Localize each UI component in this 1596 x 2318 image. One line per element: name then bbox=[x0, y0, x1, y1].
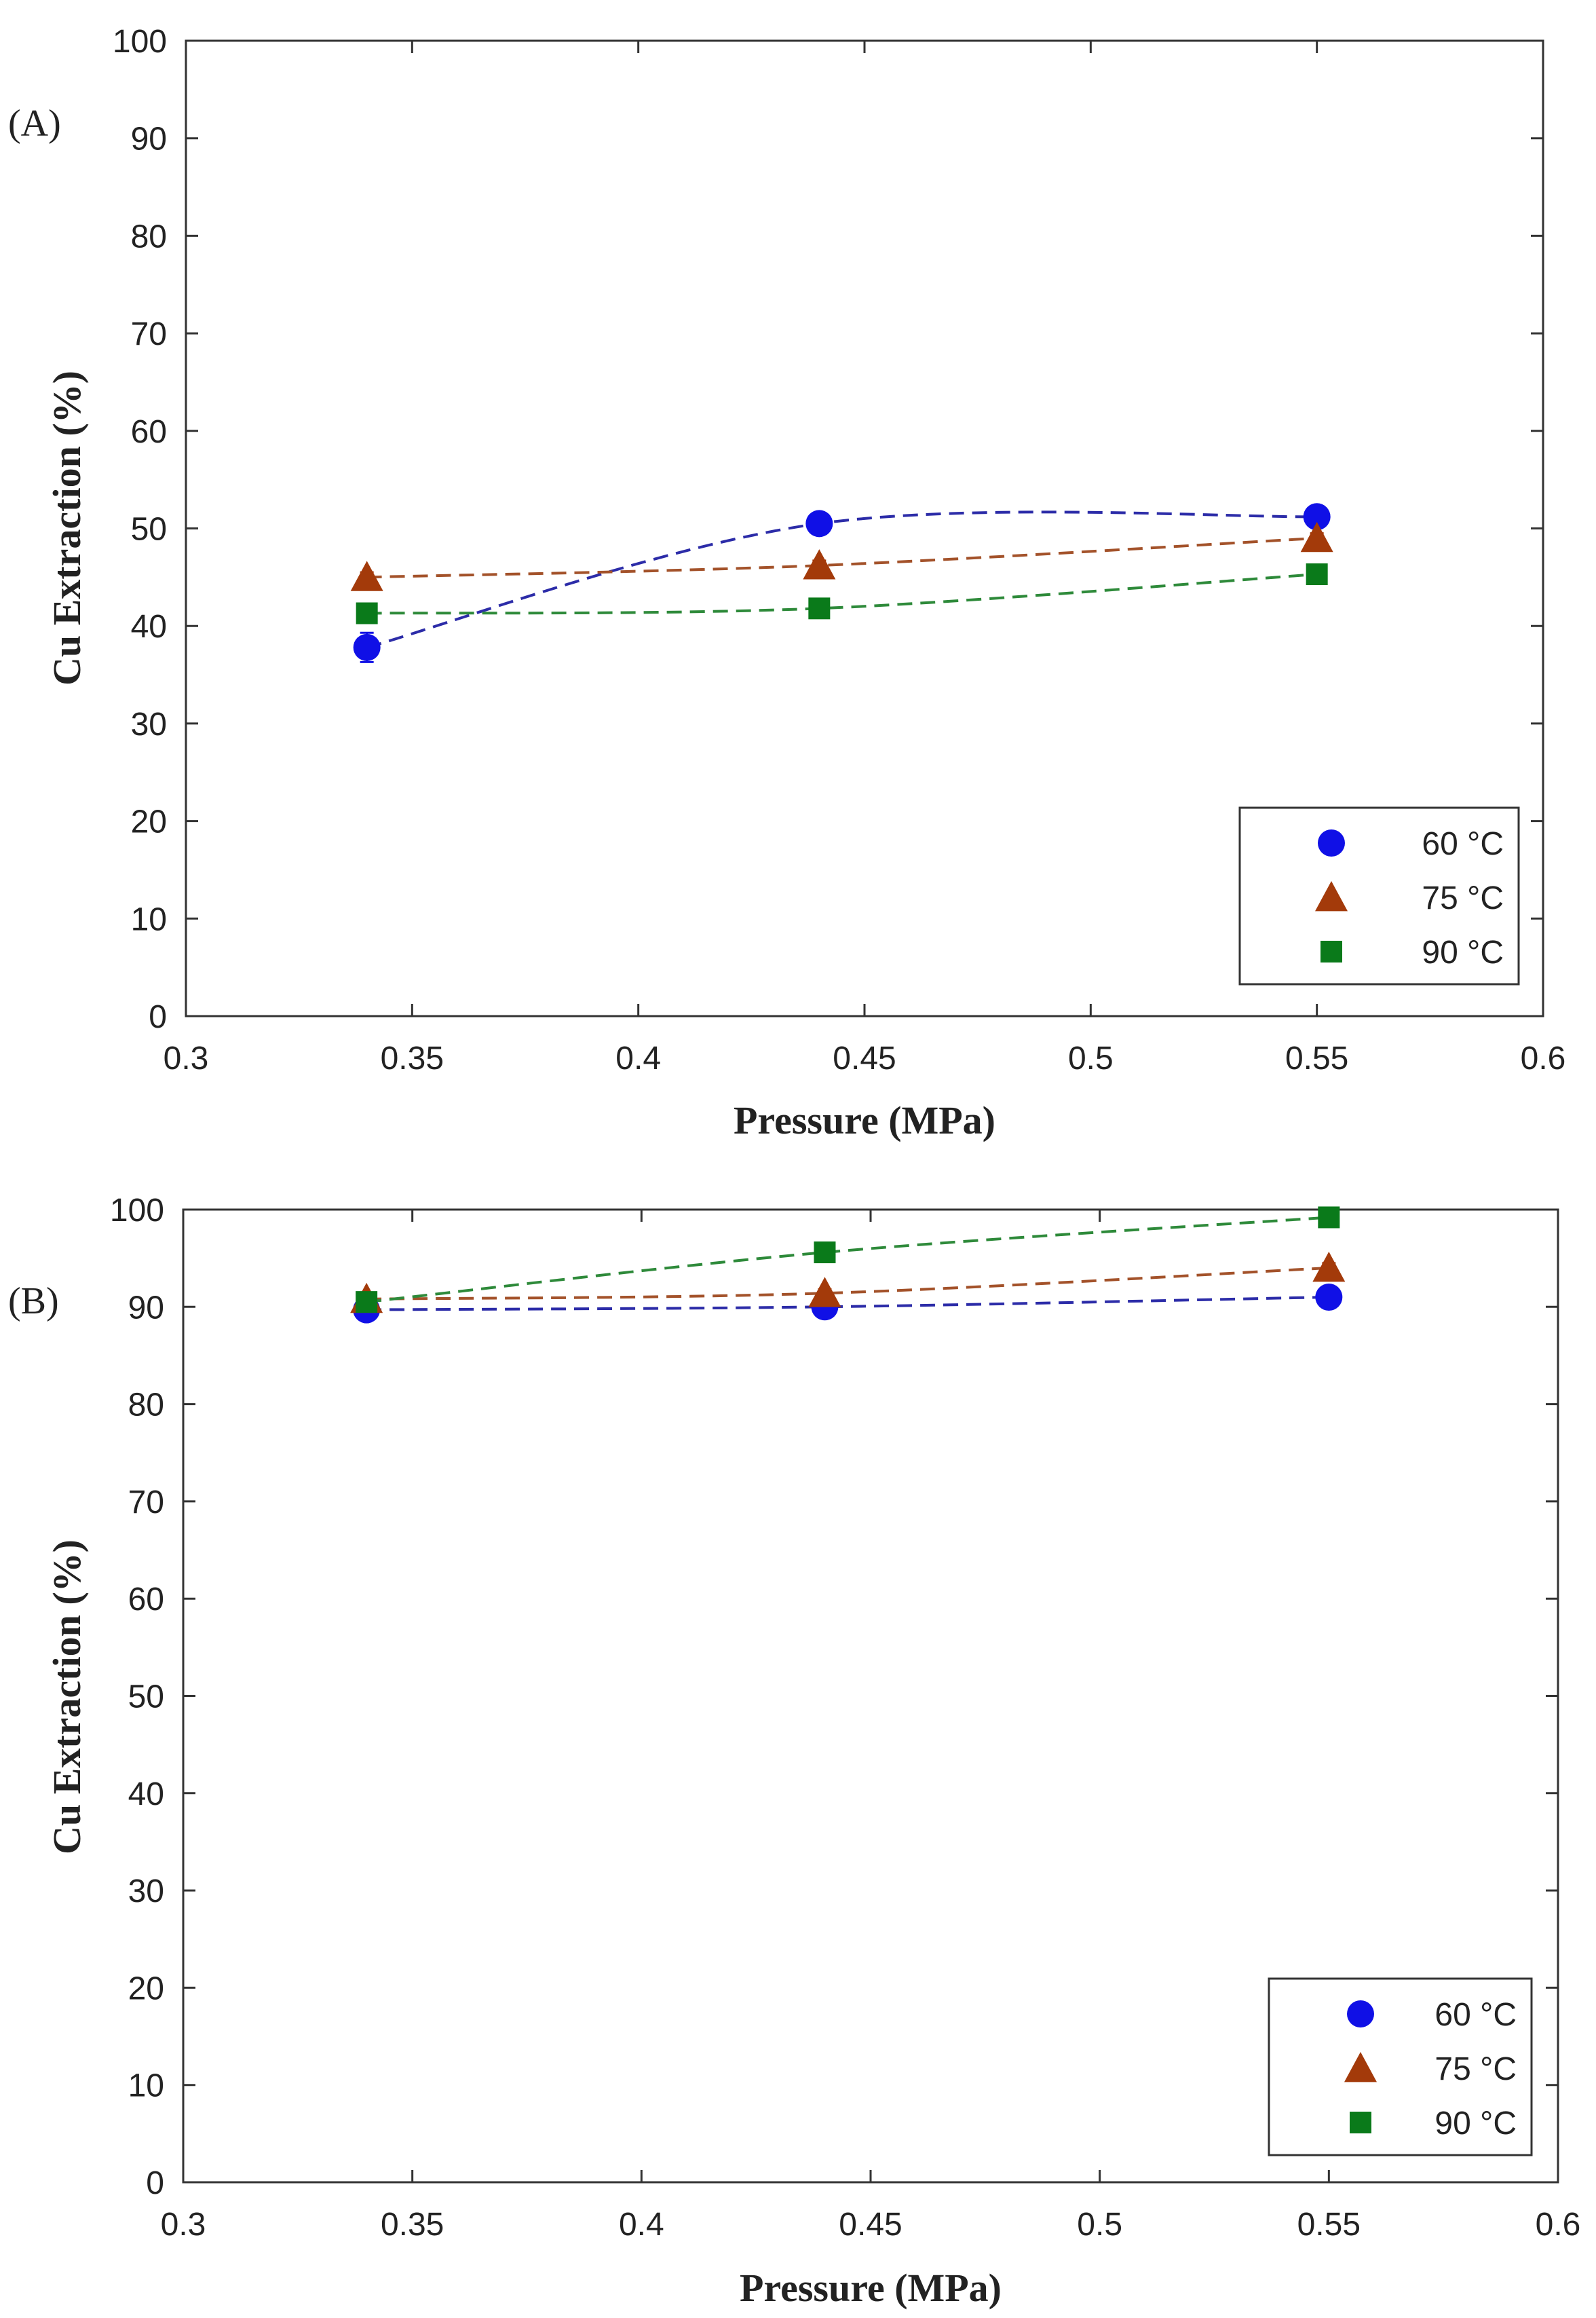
y-tick-label-a: 70 bbox=[131, 316, 167, 352]
x-tick-label-b: 0.55 bbox=[1297, 2207, 1361, 2243]
data-point-square-a bbox=[356, 602, 378, 624]
series-layer-b bbox=[350, 1206, 1346, 1324]
y-tick-label-b: 80 bbox=[128, 1387, 164, 1423]
x-tick-label-a: 0.5 bbox=[1068, 1041, 1114, 1077]
panel-b: (B) 0.3 0.35 0.4 0.45 0.5 0.55 0.6 0 10 20 30 40 50 6… bbox=[8, 1193, 1580, 2310]
y-tick-label-a: 20 bbox=[131, 804, 167, 840]
y-tick-label-a: 100 bbox=[113, 24, 167, 60]
y-tick-label-a: 50 bbox=[131, 512, 167, 548]
panel-a: (A) 0.3 0.35 0.4 0.45 0.5 0.55 0.6 0 10 20 30 40 50 6… bbox=[8, 24, 1565, 1142]
y-tick-label-a: 90 bbox=[131, 121, 167, 157]
x-tick-label-b: 0.45 bbox=[839, 2207, 902, 2243]
y-tick-label-b: 90 bbox=[128, 1290, 164, 1326]
y-tick-label-a: 80 bbox=[131, 219, 167, 255]
legend-marker-triangle-b bbox=[1344, 2052, 1377, 2082]
legend-entries-b: 60 °C 75 °C 90 °C bbox=[1344, 1997, 1517, 2142]
legend-marker-square-b bbox=[1350, 2112, 1371, 2133]
series-line-triangle-b bbox=[366, 1266, 1329, 1301]
y-tick-label-b: 50 bbox=[128, 1679, 164, 1715]
data-point-square-a bbox=[808, 597, 831, 620]
data-point-square-a bbox=[1306, 563, 1328, 586]
legend-label-square-a: 90 °C bbox=[1422, 935, 1504, 971]
panel-label-b: (B) bbox=[8, 1280, 59, 1322]
legend-b: 60 °C 75 °C 90 °C bbox=[1268, 1977, 1533, 2156]
legend-marker-circle-a bbox=[1318, 829, 1345, 857]
y-tick-label-a: 10 bbox=[131, 901, 167, 937]
x-axis-title-a: Pressure (MPa) bbox=[734, 1098, 995, 1142]
y-tick-label-b: 60 bbox=[128, 1582, 164, 1618]
series-layer-a bbox=[350, 503, 1333, 663]
x-tick-label-a: 0.35 bbox=[381, 1041, 444, 1077]
legend-label-square-b: 90 °C bbox=[1434, 2106, 1517, 2142]
x-tick-label-a: 0.3 bbox=[164, 1041, 209, 1077]
legend-label-triangle-b: 75 °C bbox=[1434, 2051, 1517, 2087]
data-point-triangle-a bbox=[1300, 521, 1333, 553]
legend-marker-triangle-a bbox=[1315, 881, 1348, 912]
y-tick-label-b: 0 bbox=[146, 2165, 164, 2201]
data-point-triangle-b bbox=[808, 1277, 841, 1307]
x-tick-label-a: 0.6 bbox=[1521, 1041, 1566, 1077]
legend-a: 60 °C 75 °C 90 °C bbox=[1238, 806, 1520, 986]
y-axis-title-b: Cu Extraction (%) bbox=[45, 1539, 89, 1854]
x-tick-label-b: 0.5 bbox=[1077, 2207, 1122, 2243]
x-tick-label-a: 0.45 bbox=[833, 1041, 896, 1077]
data-point-triangle-b bbox=[1312, 1251, 1346, 1282]
x-tick-label-b: 0.6 bbox=[1536, 2207, 1581, 2243]
legend-box-b bbox=[1268, 1977, 1533, 2156]
data-point-circle-a bbox=[353, 633, 381, 661]
y-tick-label-a: 30 bbox=[131, 707, 167, 743]
x-tick-label-a: 0.4 bbox=[615, 1041, 661, 1077]
panel-label-a: (A) bbox=[8, 102, 61, 145]
data-point-circle-b bbox=[1315, 1283, 1343, 1311]
data-point-square-b bbox=[356, 1291, 378, 1313]
y-tick-label-b: 70 bbox=[128, 1484, 164, 1520]
axis-ticks-a: 0.3 0.35 0.4 0.45 0.5 0.55 0.6 0 10 20 30 40 50 60 70 8… bbox=[113, 24, 1565, 1077]
x-tick-label-a: 0.55 bbox=[1285, 1041, 1348, 1077]
axis-ticks-b: 0.3 0.35 0.4 0.45 0.5 0.55 0.6 0 10 20 30 40 50 60 70 8… bbox=[110, 1193, 1580, 2243]
y-tick-label-b: 20 bbox=[128, 1970, 164, 2006]
data-point-triangle-a bbox=[803, 549, 836, 580]
y-tick-label-b: 10 bbox=[128, 2068, 164, 2104]
data-point-square-b bbox=[1318, 1206, 1340, 1229]
data-point-circle-a bbox=[805, 510, 833, 538]
y-tick-label-a: 40 bbox=[131, 609, 167, 645]
legend-box-a bbox=[1238, 806, 1520, 986]
legend-marker-square-a bbox=[1320, 941, 1342, 962]
x-tick-label-b: 0.4 bbox=[619, 2207, 664, 2243]
data-point-circle-a bbox=[1303, 503, 1331, 531]
series-line-square-b bbox=[366, 1216, 1329, 1304]
legend-marker-circle-b bbox=[1347, 2000, 1374, 2027]
y-tick-label-b: 100 bbox=[110, 1193, 164, 1229]
legend-label-triangle-a: 75 °C bbox=[1422, 880, 1504, 916]
y-tick-label-b: 30 bbox=[128, 1873, 164, 1909]
legend-label-circle-b: 60 °C bbox=[1434, 1997, 1517, 2033]
data-point-square-b bbox=[814, 1241, 836, 1264]
x-tick-label-b: 0.3 bbox=[161, 2207, 206, 2243]
legend-label-circle-a: 60 °C bbox=[1422, 826, 1504, 862]
x-tick-label-b: 0.35 bbox=[381, 2207, 444, 2243]
series-line-circle-b bbox=[366, 1295, 1329, 1311]
data-point-triangle-a bbox=[350, 561, 383, 591]
y-tick-label-b: 40 bbox=[128, 1776, 164, 1812]
legend-entries-a: 60 °C 75 °C 90 °C bbox=[1315, 826, 1504, 971]
y-tick-label-a: 60 bbox=[131, 414, 167, 450]
x-axis-title-b: Pressure (MPa) bbox=[740, 2266, 1002, 2310]
y-tick-label-a: 0 bbox=[149, 999, 167, 1035]
y-axis-title-a: Cu Extraction (%) bbox=[45, 371, 89, 686]
